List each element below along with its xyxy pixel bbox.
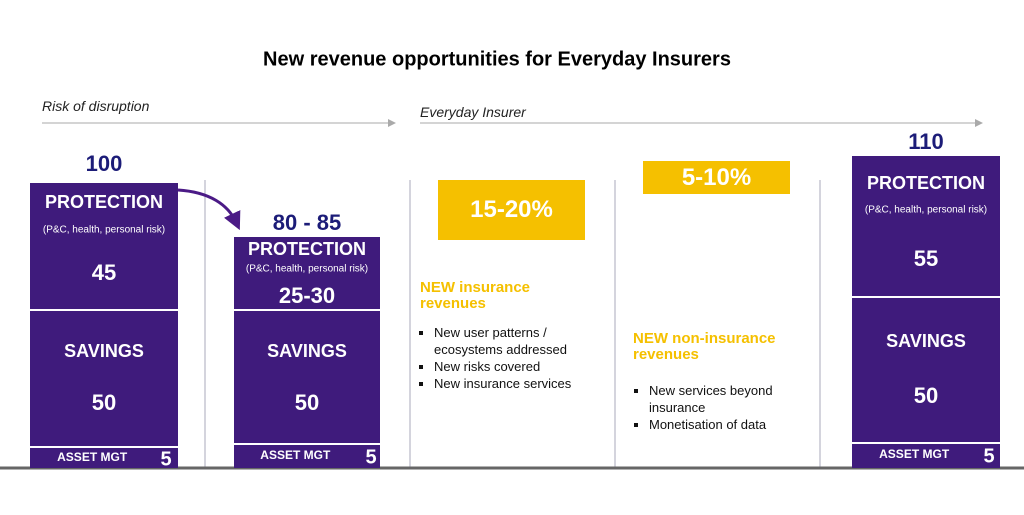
savings-label: SAVINGS — [267, 341, 347, 361]
opportunity-heading: NEW insurance revenues — [420, 279, 531, 312]
savings-value: 50 — [914, 383, 938, 408]
protection-subtitle: (P&C, health, personal risk) — [246, 264, 368, 275]
bullet: New insurance services — [434, 375, 604, 392]
bullet: New user patterns / ecosystems addressed — [434, 324, 604, 358]
protection-subtitle: (P&C, health, personal risk) — [865, 205, 987, 216]
protection-value: 25-30 — [279, 283, 335, 308]
opportunity-value: 15-20% — [438, 180, 585, 240]
savings-label: SAVINGS — [886, 331, 966, 351]
asset-label: ASSET MGT — [57, 450, 128, 464]
column — [234, 237, 380, 468]
transition-arrow — [177, 188, 241, 231]
protection-label: PROTECTION — [867, 173, 985, 193]
bullet: New risks covered — [434, 358, 604, 375]
savings-value: 50 — [92, 390, 116, 415]
column-total: 80 - 85 — [273, 210, 342, 235]
title: New revenue opportunities for Everyday I… — [263, 48, 731, 70]
opportunity-heading: NEW non-insurance revenues — [633, 330, 776, 363]
opportunity-value: 5-10% — [643, 161, 790, 194]
bullets: New services beyond insurance Monetisati… — [635, 382, 809, 433]
right-label: Everyday Insurer — [420, 104, 526, 120]
protection-value: 55 — [914, 246, 938, 271]
asset-value: 5 — [365, 446, 376, 468]
bullet: Monetisation of data — [649, 416, 809, 433]
protection-label: PROTECTION — [248, 239, 366, 259]
bullet: New services beyond insurance — [649, 382, 809, 416]
asset-label: ASSET MGT — [879, 447, 950, 461]
protection-label: PROTECTION — [45, 192, 163, 212]
left-label: Risk of disruption — [42, 98, 150, 114]
savings-value: 50 — [295, 390, 319, 415]
protection-value: 45 — [92, 260, 116, 285]
asset-value: 5 — [983, 445, 994, 467]
savings-label: SAVINGS — [64, 341, 144, 361]
protection-subtitle: (P&C, health, personal risk) — [43, 225, 165, 236]
column-total: 100 — [86, 151, 123, 176]
bullets: New user patterns / ecosystems addressed… — [420, 324, 604, 392]
asset-value: 5 — [160, 448, 171, 470]
column — [30, 183, 178, 468]
column-total: 110 — [908, 129, 944, 154]
asset-label: ASSET MGT — [260, 448, 331, 462]
column — [852, 156, 1000, 468]
